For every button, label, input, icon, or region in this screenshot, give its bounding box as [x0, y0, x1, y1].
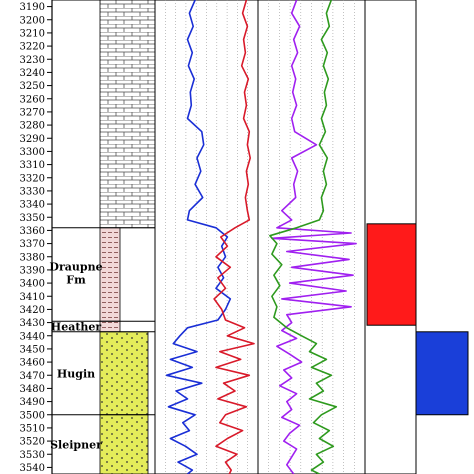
formation-label-part: Fm	[66, 274, 86, 287]
log-curve	[165, 0, 232, 474]
formation-label: Draupne Fm	[49, 261, 102, 287]
formation-label: Sleipner	[50, 438, 102, 451]
formation-shale	[99, 320, 121, 333]
depth-tick-label: 3480	[20, 384, 45, 395]
depth-tick-label: 3310	[20, 160, 45, 171]
depth-tick-label: 3350	[20, 213, 45, 224]
log-curve	[269, 0, 338, 474]
formation-label: Hugin	[57, 367, 95, 380]
depth-tick-label: 3270	[20, 107, 45, 118]
interval-block	[415, 331, 469, 416]
depth-tick-label: 3460	[20, 358, 45, 369]
interval-block	[366, 223, 417, 326]
formation-sandstone	[99, 414, 149, 474]
lithology-column: Draupne Fm Heather Hugin Sleipner	[49, 0, 156, 474]
depth-tick-label: 3530	[20, 450, 45, 461]
depth-tick-label: 3340	[20, 200, 45, 211]
interval-track	[364, 0, 469, 474]
log-curve	[271, 0, 357, 474]
depth-tick-label: 3290	[20, 134, 45, 145]
depth-tick-label: 3430	[20, 318, 45, 329]
depth-tick-label: 3520	[20, 437, 45, 448]
depth-tick-label: 3230	[20, 55, 45, 66]
depth-tick-label: 3440	[20, 331, 45, 342]
depth-tick-label: 3360	[20, 226, 45, 237]
log-curve	[213, 0, 255, 474]
depth-tick-label: 3280	[20, 121, 45, 132]
depth-tick-label: 3410	[20, 292, 45, 303]
depth-tick-label: 3420	[20, 305, 45, 316]
depth-tick-label: 3200	[20, 15, 45, 26]
depth-tick-label: 3300	[20, 147, 45, 158]
depth-tick-label: 3540	[20, 463, 45, 474]
depth-tick-label: 3370	[20, 239, 45, 250]
depth-tick-label: 3250	[20, 81, 45, 92]
depth-tick-label: 3220	[20, 42, 45, 53]
depth-tick-label: 3260	[20, 94, 45, 105]
depth-tick-label: 3510	[20, 423, 45, 434]
depth-tick-label: 3190	[20, 2, 45, 13]
formation-limestone	[99, 0, 156, 229]
depth-tick-label: 3490	[20, 397, 45, 408]
log-tracks	[154, 0, 366, 474]
depth-tick-label: 3320	[20, 173, 45, 184]
depth-tick-label: 3500	[20, 410, 45, 421]
depth-tick-label: 3390	[20, 265, 45, 276]
formation-shale	[99, 227, 121, 322]
depth-tick-label: 3330	[20, 186, 45, 197]
depth-tick-label: 3400	[20, 279, 45, 290]
depth-tick-label: 3240	[20, 68, 45, 79]
depth-tick-label: 3450	[20, 344, 45, 355]
formation-sandstone	[99, 331, 149, 416]
depth-tick-label: 3470	[20, 371, 45, 382]
depth-scale: 3190 3200 3210 3220 3230 3240 3250 3260 3270 3280…	[20, 0, 53, 474]
formation-label-part: Draupne	[49, 261, 102, 274]
formation-label: Heather	[51, 320, 102, 333]
depth-tick-label: 3380	[20, 252, 45, 263]
depth-tick-label: 3210	[20, 28, 45, 39]
